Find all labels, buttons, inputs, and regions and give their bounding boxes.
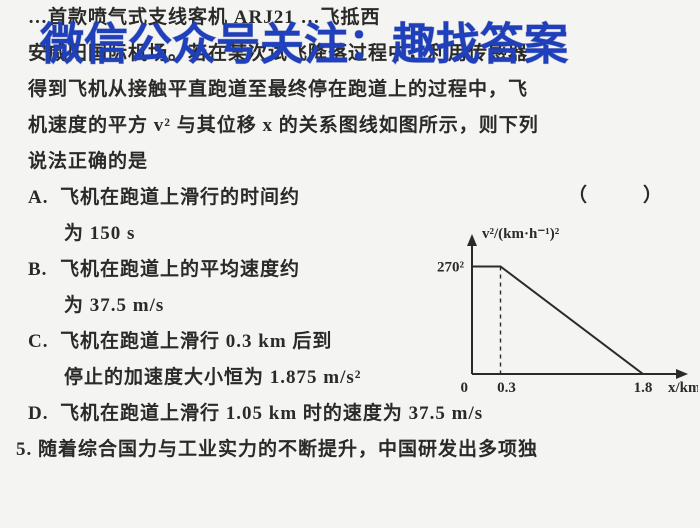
- watermark-overlay: 微信公众号关注：趣找答案: [40, 8, 568, 72]
- option-b: B.飞机在跑道上的平均速度约: [28, 252, 408, 288]
- option-text: 飞机在跑道上滑行 0.3 km 后到: [60, 331, 332, 352]
- svg-text:0: 0: [461, 380, 469, 396]
- svg-text:v²/(km·h⁻¹)²: v²/(km·h⁻¹)²: [482, 228, 560, 242]
- option-label: C.: [28, 324, 60, 360]
- options-column: A.飞机在跑道上滑行的时间约 为 150 s B.飞机在跑道上的平均速度约 为 …: [28, 180, 408, 396]
- stem-line: 说法正确的是: [28, 144, 672, 180]
- svg-text:270²: 270²: [437, 259, 465, 275]
- option-a-cont: 为 150 s: [28, 216, 408, 252]
- option-label: B.: [28, 252, 60, 288]
- option-b-cont: 为 37.5 m/s: [28, 288, 408, 324]
- option-text: 飞机在跑道上滑行 1.05 km 时的速度为 37.5 m/s: [60, 403, 483, 424]
- option-c: C.飞机在跑道上滑行 0.3 km 后到: [28, 324, 408, 360]
- svg-text:x/km: x/km: [668, 380, 698, 396]
- option-a: A.飞机在跑道上滑行的时间约: [28, 180, 408, 216]
- stem-line: 得到飞机从接触平直跑道至最终停在跑道上的过程中，飞: [28, 72, 672, 108]
- exam-page: …首款喷气式支线客机 ARJ21 …飞抵西 安咸阳国际机场。若在某次试飞降落过程…: [28, 0, 672, 528]
- option-c-cont: 停止的加速度大小恒为 1.875 m/s²: [28, 360, 408, 396]
- option-text: 飞机在跑道上滑行的时间约: [60, 187, 300, 208]
- q5-number: 5.: [16, 439, 32, 460]
- stem-line: 机速度的平方 v² 与其位移 x 的关系图线如图所示，则下列: [28, 108, 672, 144]
- answer-paren: （ ）: [568, 180, 668, 207]
- chart-svg: 270² 0 0.3 1.8 v²/(km·h⁻¹)² x/km: [426, 228, 698, 408]
- svg-text:0.3: 0.3: [497, 380, 516, 396]
- q5-text: 随着综合国力与工业实力的不断提升，中国研发出多项独: [38, 439, 538, 460]
- option-text: 飞机在跑道上的平均速度约: [60, 259, 300, 280]
- next-question-line: 5. 随着综合国力与工业实力的不断提升，中国研发出多项独: [16, 432, 660, 468]
- option-label: A.: [28, 180, 60, 216]
- v2-x-chart: 270² 0 0.3 1.8 v²/(km·h⁻¹)² x/km: [426, 228, 698, 408]
- svg-text:1.8: 1.8: [634, 380, 653, 396]
- option-label: D.: [28, 396, 60, 432]
